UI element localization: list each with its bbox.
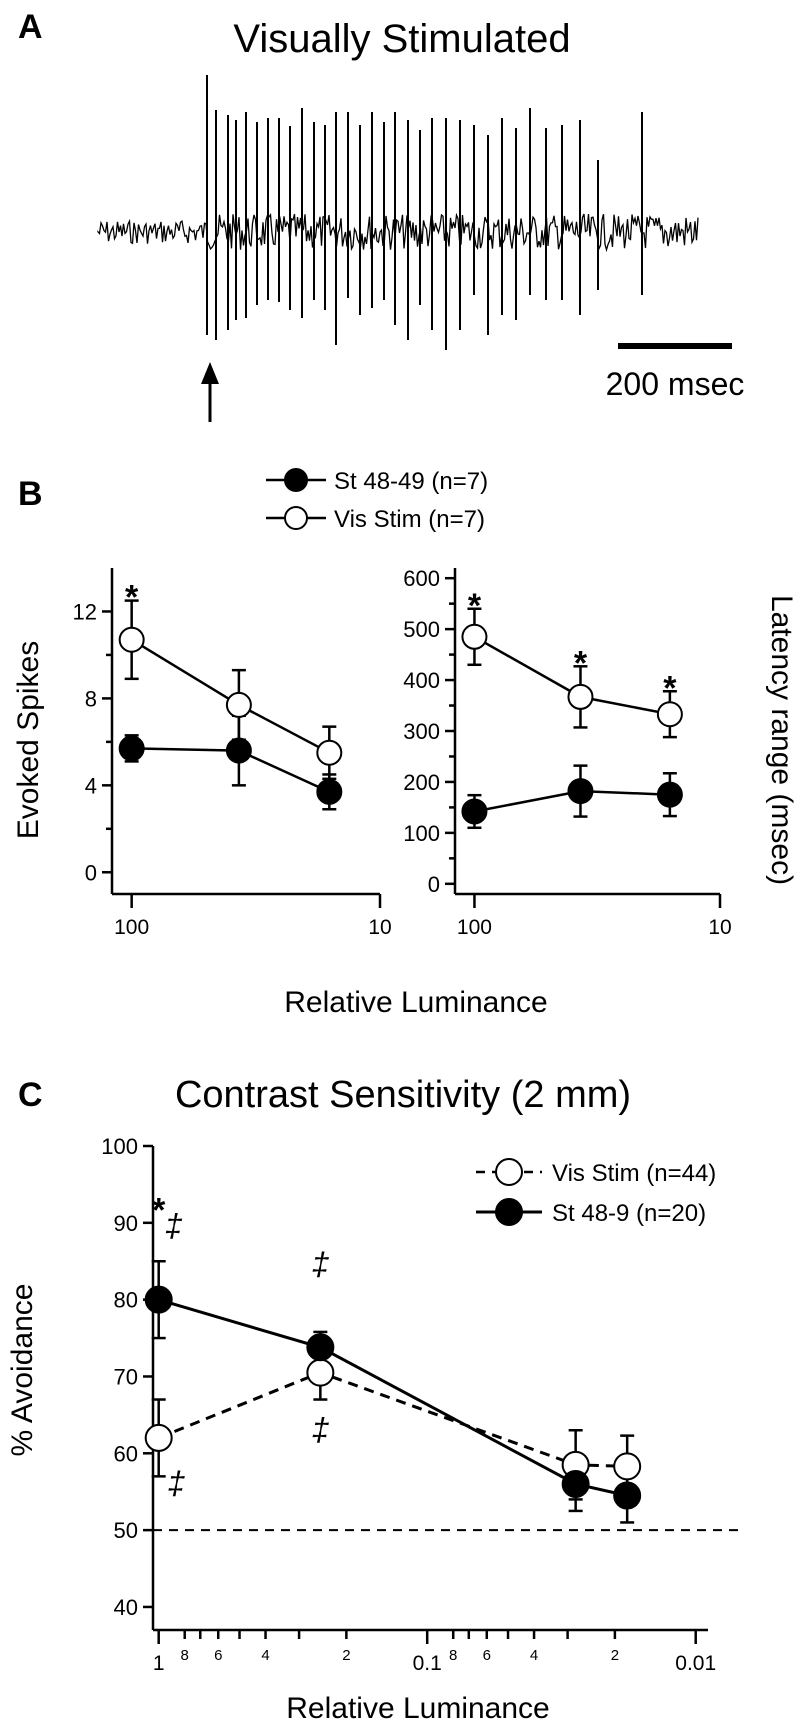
x-tick-label: 100 <box>114 916 149 939</box>
data-point-st <box>316 778 343 805</box>
y-tick-label: 12 <box>73 599 97 624</box>
chart-latency-range: 0 100 200 300 400 500 600 100 10 * * * <box>403 566 731 939</box>
legend-marker-st <box>284 468 308 492</box>
y-tick-label: 70 <box>114 1364 138 1389</box>
x-minor-tick-label: 8 <box>181 1647 189 1664</box>
data-point-vis-stim <box>144 1423 173 1452</box>
x-tick-label: 100 <box>457 916 492 939</box>
data-point-st <box>118 735 145 762</box>
data-point-st <box>656 781 683 808</box>
data-point-st <box>225 737 252 764</box>
y-tick-label: 400 <box>403 668 440 693</box>
significance-star: * <box>125 579 139 617</box>
x-tick-label: 1 <box>153 1652 165 1675</box>
significance-dagger: ‡ <box>167 1465 185 1501</box>
panel-b-xlabel: Relative Luminance <box>284 986 547 1019</box>
y-tick-label: 300 <box>403 719 440 744</box>
y-tick-label: 500 <box>403 617 440 642</box>
panel-c-xlabel: Relative Luminance <box>286 1692 549 1725</box>
panel-b-letter: B <box>18 475 43 513</box>
stimulus-arrow <box>201 362 219 422</box>
spike-trace <box>97 75 699 350</box>
significance-star: * <box>574 644 588 682</box>
x-minor-tick-label: 6 <box>483 1647 491 1664</box>
y-tick-label: 100 <box>403 821 440 846</box>
data-point-vis-stim <box>316 739 343 766</box>
significance-dagger: ‡ <box>311 1246 329 1282</box>
legend-marker-vis-c <box>495 1158 523 1186</box>
x-tick-label: 0.01 <box>675 1652 716 1675</box>
significance-dagger: ‡ <box>165 1208 183 1244</box>
x-minor-tick-label: 6 <box>214 1647 222 1664</box>
panel-c-letter: C <box>18 1076 43 1114</box>
data-point-vis-stim <box>225 691 252 718</box>
x-minor-tick-label: 2 <box>611 1647 619 1664</box>
legend-marker-vis <box>284 506 308 530</box>
panel-b-ylabel-left: Evoked Spikes <box>12 641 45 839</box>
chart-evoked-spikes: 0 4 8 12 100 10 * <box>73 568 392 939</box>
data-point-vis-stim <box>656 701 683 728</box>
x-minor-tick-label: 8 <box>449 1647 457 1664</box>
x-minor-tick-label: 4 <box>261 1647 269 1664</box>
x-tick-label: 10 <box>368 916 391 939</box>
significance-star: * <box>663 669 677 707</box>
trace-spikes <box>206 75 643 350</box>
data-point-st <box>306 1333 335 1362</box>
x-minor-tick-label: 2 <box>342 1647 350 1664</box>
y-tick-label: 200 <box>403 770 440 795</box>
legend-marker-st-c <box>495 1198 523 1226</box>
x-minor-tick-label: 4 <box>530 1647 538 1664</box>
y-tick-label: 100 <box>101 1134 138 1159</box>
y-tick-label: 0 <box>85 860 97 885</box>
significance-star: * <box>468 587 482 625</box>
x-tick-label: 0.1 <box>413 1652 442 1675</box>
series-line-st <box>158 1298 628 1498</box>
panel-b-ylabel-right: Latency range (msec) <box>765 595 798 885</box>
data-point-vis-stim <box>613 1452 642 1481</box>
y-tick-label: 60 <box>114 1441 138 1466</box>
data-point-vis-stim <box>461 623 488 650</box>
panel-b-legend: St 48-49 (n=7) Vis Stim (n=7) <box>266 468 488 533</box>
data-point-vis-stim <box>306 1358 335 1387</box>
data-point-st <box>144 1285 173 1314</box>
y-tick-label: 4 <box>85 773 97 798</box>
legend-label-st: St 48-49 (n=7) <box>334 468 488 495</box>
legend-label-st-c: St 48-9 (n=20) <box>552 1200 706 1227</box>
y-tick-label: 8 <box>85 686 97 711</box>
panel-c-ylabel: % Avoidance <box>6 1284 39 1457</box>
panel-a-letter: A <box>18 8 43 46</box>
y-tick-label: 0 <box>428 872 440 897</box>
data-point-vis-stim <box>118 626 145 653</box>
y-tick-label: 50 <box>114 1518 138 1543</box>
data-point-vis-stim <box>567 683 594 710</box>
scale-bar-label: 200 msec <box>606 366 745 402</box>
panel-c-legend: Vis Stim (n=44) St 48-9 (n=20) <box>476 1158 716 1227</box>
y-tick-label: 90 <box>114 1211 138 1236</box>
panel-a-title: Visually Stimulated <box>233 17 570 61</box>
data-point-st <box>613 1481 642 1510</box>
x-tick-label: 10 <box>708 916 731 939</box>
data-point-st <box>567 778 594 805</box>
significance-dagger: ‡ <box>311 1411 329 1447</box>
trace-noise <box>97 212 699 253</box>
legend-label-vis: Vis Stim (n=7) <box>334 506 485 533</box>
panel-c-title: Contrast Sensitivity (2 mm) <box>175 1074 631 1116</box>
y-tick-label: 40 <box>114 1595 138 1620</box>
data-point-st <box>561 1470 590 1499</box>
y-tick-label: 80 <box>114 1288 138 1313</box>
significance-star: * <box>152 1192 166 1230</box>
legend-label-vis-c: Vis Stim (n=44) <box>552 1160 716 1187</box>
series-line-vis-stim <box>158 1370 628 1468</box>
data-point-st <box>461 798 488 825</box>
y-tick-label: 600 <box>403 566 440 591</box>
